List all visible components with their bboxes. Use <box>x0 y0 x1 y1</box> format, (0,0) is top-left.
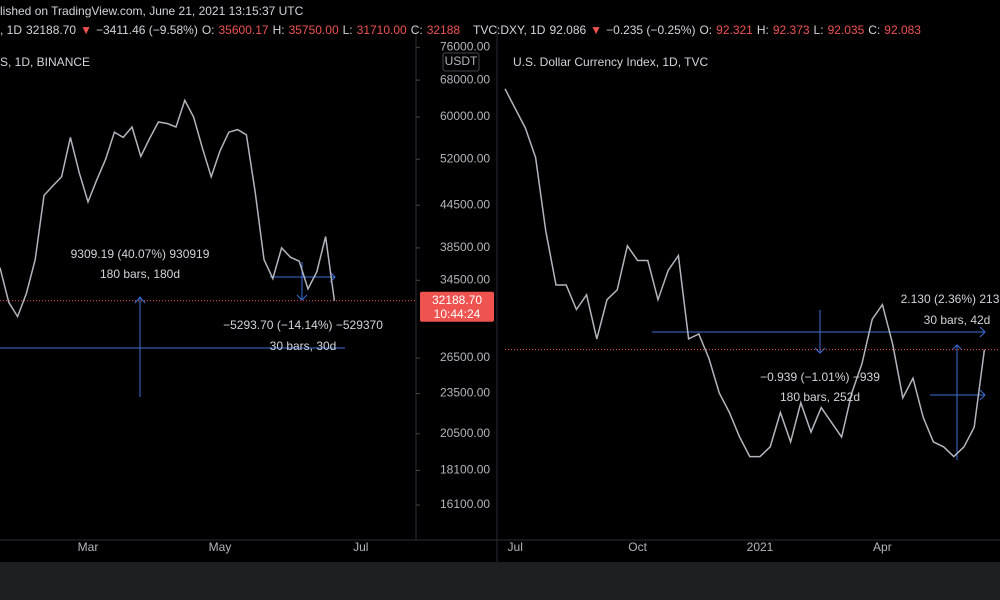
legend-item: 92.321 <box>716 23 753 37</box>
y-tick-label: 23500.00 <box>440 386 490 400</box>
y-tick-label: 20500.00 <box>440 426 490 440</box>
currency-box <box>442 52 480 72</box>
price-line <box>504 88 986 458</box>
measure-label: 30 bars, 30d <box>270 339 337 353</box>
legend-item: O: <box>699 23 712 37</box>
pane-title: U.S. Dollar Currency Index, 1D, TVC <box>513 55 709 69</box>
legend-item: 32188.70 <box>26 23 76 37</box>
measure-label: 180 bars, 180d <box>100 267 180 281</box>
ohlc-legend: , 1D 32188.70 ▼ −3411.46 (−9.58%) O: 35600.17… <box>0 23 460 37</box>
legend-item: 92.373 <box>773 23 810 37</box>
legend-item: 92.035 <box>828 23 865 37</box>
legend-item: 31710.00 <box>357 23 407 37</box>
y-tick-label: 18100.00 <box>440 463 490 477</box>
y-tick-label: 68000.00 <box>440 72 490 86</box>
legend-item: −0.235 (−0.25%) <box>606 23 695 37</box>
pane-title: S, 1D, BINANCE <box>0 55 90 69</box>
measure-lines <box>270 262 336 301</box>
price-line <box>0 98 336 319</box>
legend-item: TVC:DXY, 1D <box>473 23 546 37</box>
y-tick-label: 38500.00 <box>440 240 490 254</box>
x-tick-label: Jul <box>353 540 368 554</box>
price-tag-value: 32188.70 <box>432 293 482 307</box>
x-tick-label: Jul <box>508 540 523 554</box>
y-tick-label: 52000.00 <box>440 151 490 165</box>
price-tag <box>420 291 494 322</box>
measure-label: −5293.70 (−14.14%) −529370 <box>223 318 383 332</box>
legend-item: 92.086 <box>549 23 586 37</box>
y-tick-label: 16100.00 <box>440 497 490 511</box>
x-tick-label: Oct <box>628 540 647 554</box>
y-tick-label: 26500.00 <box>440 350 490 364</box>
legend-item: 92.083 <box>884 23 921 37</box>
measure-label: 30 bars, 42d <box>924 313 991 327</box>
legend-item: C: <box>868 23 880 37</box>
legend-item: , 1D <box>0 23 22 37</box>
published-line: lished on TradingView.com, June 21, 2021… <box>0 4 304 18</box>
x-tick-label: Mar <box>78 540 99 554</box>
x-tick-label: 2021 <box>747 540 774 554</box>
y-tick-label: 34500.00 <box>440 272 490 286</box>
measure-label: −0.939 (−1.01%) −939 <box>760 370 880 384</box>
x-tick-label: Apr <box>873 540 892 554</box>
legend-item: H: <box>757 23 769 37</box>
y-tick-label: 44500.00 <box>440 197 490 211</box>
legend-item: C: <box>411 23 423 37</box>
currency-label: USDT <box>445 54 478 68</box>
y-tick-label: 76000.00 <box>440 40 490 54</box>
ohlc-legend: TVC:DXY, 1D 92.086 ▼ −0.235 (−0.25%) O: 92.32… <box>473 23 921 37</box>
legend-item: L: <box>343 23 353 37</box>
legend-item: −3411.46 (−9.58%) <box>96 23 198 37</box>
measure-lines <box>652 310 986 354</box>
measure-label: 9309.19 (40.07%) 930919 <box>71 247 210 261</box>
measure-right <box>652 310 986 460</box>
measure-label: 180 bars, 252d <box>780 390 860 404</box>
legend-item: H: <box>273 23 285 37</box>
measure-lines <box>0 296 345 397</box>
legend-item: 35600.17 <box>219 23 269 37</box>
measure-label: 2.130 (2.36%) 213 <box>901 292 1000 306</box>
legend-item: L: <box>814 23 824 37</box>
legend-item: 35750.00 <box>289 23 339 37</box>
x-tick-label: May <box>209 540 232 554</box>
price-tag-countdown: 10:44:24 <box>434 307 481 321</box>
measure-lines <box>930 344 986 460</box>
legend-item: ▼ <box>590 23 602 37</box>
legend-item: ▼ <box>80 23 92 37</box>
y-tick-label: 60000.00 <box>440 109 490 123</box>
bottom-bar <box>0 562 1000 600</box>
legend-item: O: <box>202 23 215 37</box>
measure-left <box>0 262 345 397</box>
legend-item: 32188 <box>427 23 461 37</box>
